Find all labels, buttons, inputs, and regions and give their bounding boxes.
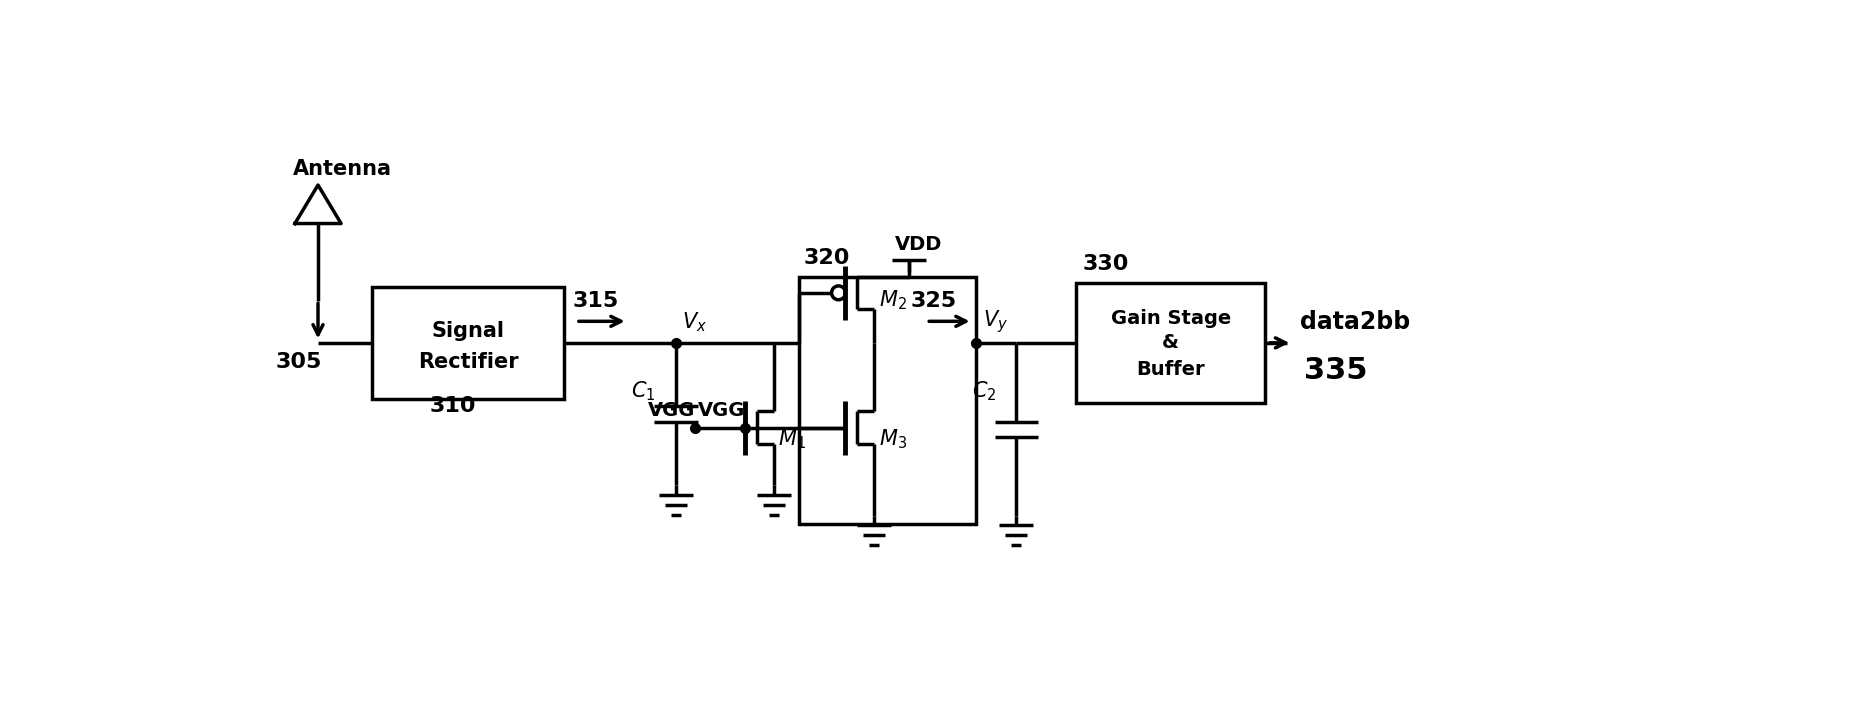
Text: Signal: Signal	[432, 321, 504, 342]
Text: $M_1$: $M_1$	[777, 427, 805, 451]
Text: VDD: VDD	[895, 236, 943, 254]
Bar	[1077, 284, 1265, 403]
Text: $V_x$: $V_x$	[683, 310, 707, 334]
Text: 315: 315	[573, 291, 618, 310]
Text: $M_3$: $M_3$	[878, 427, 906, 451]
Text: &: &	[1162, 334, 1179, 353]
Text: $C_2$: $C_2$	[971, 379, 997, 403]
Bar	[372, 287, 564, 398]
Text: data2bb: data2bb	[1300, 310, 1410, 334]
Text: Gain Stage: Gain Stage	[1110, 309, 1231, 328]
Text: 325: 325	[911, 291, 958, 310]
Text: 330: 330	[1083, 254, 1129, 274]
Text: VGG: VGG	[647, 401, 696, 420]
Text: $V_y$: $V_y$	[982, 308, 1008, 335]
Text: Antenna: Antenna	[294, 159, 392, 179]
Text: $C_1$: $C_1$	[631, 379, 657, 403]
Text: $M_2$: $M_2$	[878, 289, 906, 312]
Text: 335: 335	[1304, 356, 1367, 385]
Text: 310: 310	[430, 395, 476, 416]
Text: VGG: VGG	[698, 401, 746, 420]
Bar	[800, 278, 976, 524]
Text: Buffer: Buffer	[1136, 361, 1205, 379]
Text: 320: 320	[804, 248, 850, 268]
Text: Rectifier: Rectifier	[418, 352, 519, 372]
Text: 305: 305	[275, 352, 322, 372]
